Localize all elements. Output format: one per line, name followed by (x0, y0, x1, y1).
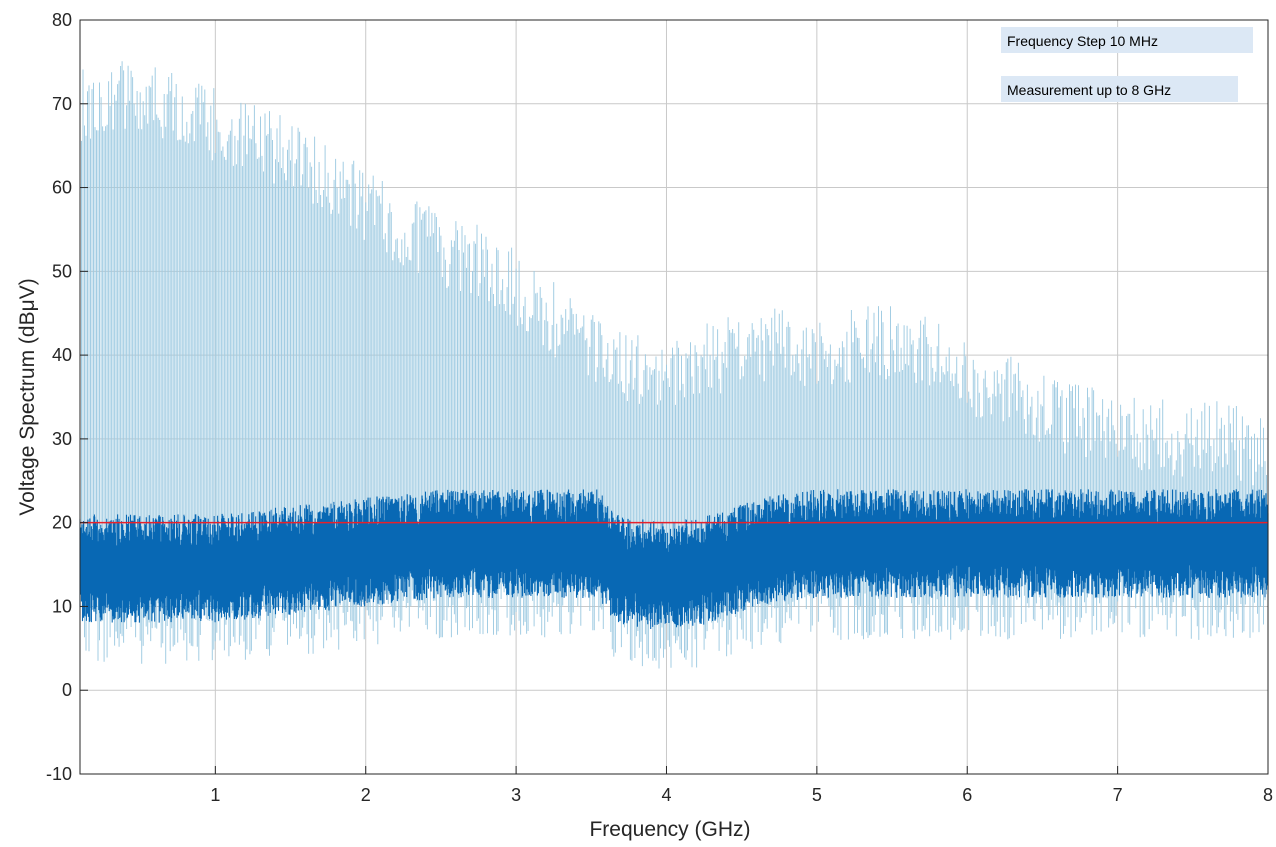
y-tick-label: 50 (52, 261, 72, 281)
y-tick-label: 10 (52, 596, 72, 616)
x-tick-label: 6 (962, 785, 972, 805)
x-tick-label: 1 (210, 785, 220, 805)
annotation-measurement-range: Measurement up to 8 GHz (1001, 76, 1238, 102)
plot-frame (79, 19, 1269, 775)
annotation-label: Measurement up to 8 GHz (1007, 82, 1171, 98)
y-tick-label: 60 (52, 178, 72, 198)
y-tick-label: -10 (46, 764, 72, 784)
annotation-frequency-step: Frequency Step 10 MHz (1001, 27, 1253, 53)
y-tick-label: 70 (52, 94, 72, 114)
annotation-box (1001, 76, 1238, 102)
y-tick-label: 0 (62, 680, 72, 700)
x-axis-title: Frequency (GHz) (589, 818, 750, 841)
annotation-label: Frequency Step 10 MHz (1007, 33, 1158, 49)
ticks: 1 2 3 4 5 6 7 8 -10 0 10 20 30 40 50 60 70 80 (46, 10, 1273, 805)
y-axis-title: Voltage Spectrum (dBμV) (16, 278, 39, 515)
x-tick-label: 4 (661, 785, 671, 805)
x-tick-label: 5 (812, 785, 822, 805)
y-tick-label: 30 (52, 429, 72, 449)
x-tick-label: 2 (361, 785, 371, 805)
annotation-box (1001, 27, 1253, 53)
y-tick-label: 80 (52, 10, 72, 30)
y-tick-label: 40 (52, 345, 72, 365)
x-tick-label: 8 (1263, 785, 1273, 805)
x-tick-label: 7 (1113, 785, 1123, 805)
x-tick-label: 3 (511, 785, 521, 805)
y-tick-label: 20 (52, 513, 72, 533)
